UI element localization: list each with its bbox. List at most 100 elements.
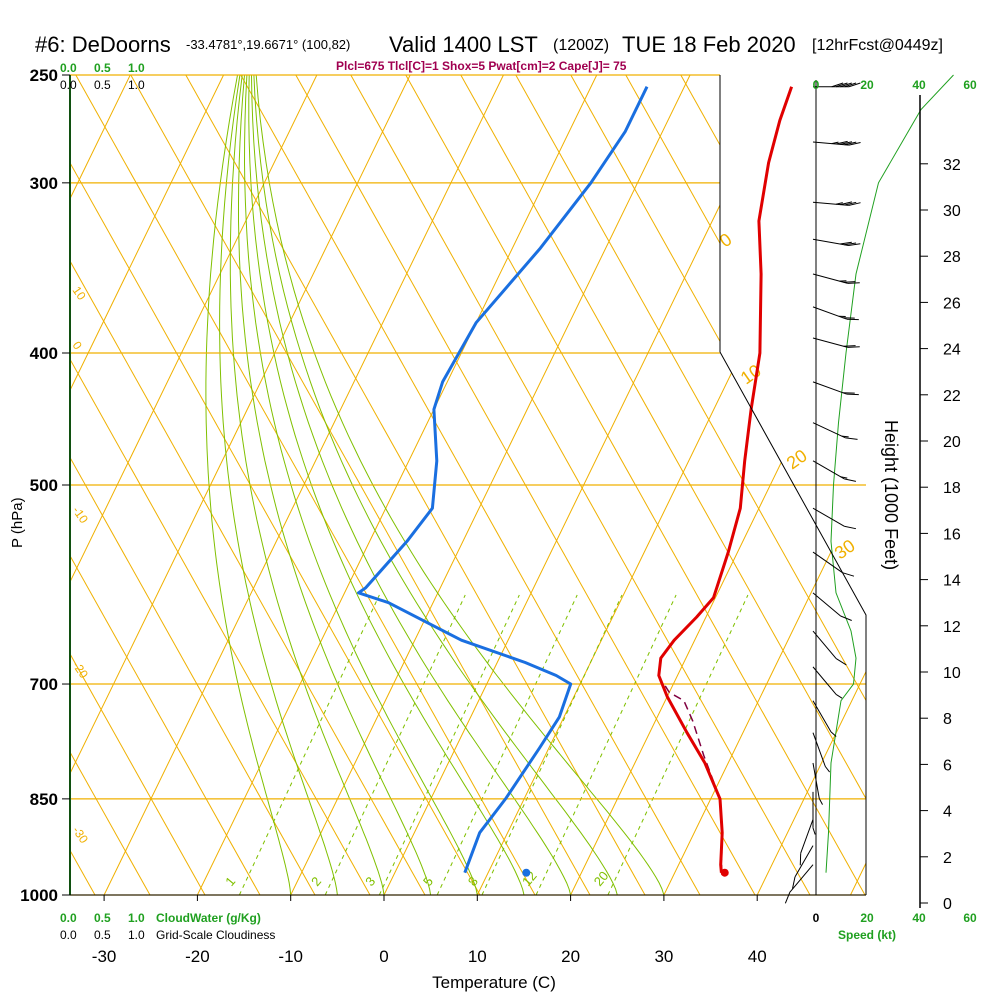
pressure-tick-label: 850: [30, 790, 58, 809]
barb-staff: [812, 732, 826, 767]
mixing-ratio-line: [238, 594, 380, 895]
wind-barb: [812, 732, 831, 773]
barb-flag: [844, 82, 857, 88]
height-tick-label: 4: [943, 804, 952, 821]
wind-region-border: [719, 351, 867, 895]
barb-flag: [835, 694, 843, 699]
height-tick-label: 20: [943, 434, 961, 451]
barb-staff: [812, 422, 846, 439]
mixing-ratio-line: [535, 594, 677, 895]
saturated-adiabat-label: 10: [737, 360, 765, 388]
temperature-tick-label: -20: [185, 947, 210, 966]
cloud-water-scale-bottom: 0.0: [60, 911, 77, 925]
wind-barb: [813, 82, 861, 88]
barb-flag: [840, 82, 852, 88]
speed-axis-label: Speed (kt): [838, 928, 896, 942]
height-tick-label: 14: [943, 573, 961, 590]
cloudiness-scale-top: 1.0: [128, 78, 145, 92]
pressure-tick-label: 700: [30, 675, 58, 694]
cloud-water-scale-top: 0.0: [60, 61, 77, 75]
barb-flag: [841, 435, 849, 438]
speed-tick-label-bottom: 60: [963, 911, 977, 925]
zulu-time: (1200Z): [553, 37, 609, 54]
isotherm-label: -30: [70, 824, 92, 847]
barb-staff: [812, 141, 849, 146]
wind-barb: [812, 422, 858, 440]
isotherm-line: [850, 75, 866, 895]
barb-flag: [844, 478, 857, 482]
wind-barb: [812, 700, 837, 737]
barb-flag: [845, 437, 858, 440]
barb-flag: [831, 141, 839, 145]
saturated-adiabat-line: [253, 75, 618, 895]
cloud-water-label: CloudWater (g/Kg): [156, 911, 261, 925]
height-tick-label: 10: [943, 665, 961, 682]
temperature-tick-label: 20: [561, 947, 580, 966]
barb-staff: [812, 507, 845, 527]
cloudiness-scale-top: 0.5: [94, 78, 111, 92]
mixing-ratio-label: 8: [465, 874, 481, 889]
wind-barb: [812, 507, 857, 530]
dry-adiabat-line: [70, 75, 261, 895]
pressure-tick-label: 250: [30, 66, 58, 85]
surface-temperature-marker: [720, 868, 729, 877]
barb-staff: [812, 381, 847, 395]
mixing-ratio-line: [481, 594, 623, 895]
barb-flag: [840, 476, 848, 479]
barb-staff: [794, 845, 814, 878]
barb-flag: [835, 202, 843, 205]
indices-line: Plcl=675 Tlcl[C]=1 Shox=5 Pwat[cm]=2 Cap…: [336, 59, 627, 73]
height-tick-label: 8: [943, 711, 952, 728]
barb-flag: [848, 141, 861, 146]
isotherm-line: [70, 75, 224, 895]
barb-flag: [848, 202, 861, 206]
wind-barb: [812, 337, 860, 348]
cloud-water-scale-bottom: 1.0: [128, 911, 145, 925]
wind-barb: [812, 592, 852, 621]
barb-flag: [835, 82, 848, 88]
height-tick-label: 22: [943, 388, 961, 405]
height-tick-label: 0: [943, 896, 952, 913]
wind-barb: [812, 273, 860, 284]
barb-staff: [812, 762, 820, 799]
barb-flag: [839, 241, 852, 245]
cloud-water-scale-bottom: 0.5: [94, 911, 111, 925]
barb-flag: [831, 82, 844, 88]
barb-staff: [812, 551, 843, 574]
height-tick-label: 16: [943, 526, 961, 543]
barb-flag: [830, 731, 837, 737]
isotherm-label: -20: [70, 659, 92, 682]
temperature-tick-label: -30: [92, 947, 117, 966]
pressure-axis-label: P (hPa): [9, 497, 26, 548]
isotherm-label: 10: [70, 284, 89, 303]
barb-flag: [812, 827, 816, 835]
wind-barb: [812, 791, 816, 835]
barb-staff: [812, 700, 832, 733]
speed-tick-label-bottom: 0: [813, 911, 820, 925]
barb-staff: [812, 238, 849, 246]
saturated-adiabat-line: [238, 75, 432, 895]
mixing-ratio-line: [324, 594, 466, 895]
saturated-adiabat-line: [229, 75, 385, 895]
cloud-water-scale-top: 1.0: [128, 61, 145, 75]
wind-barb: [812, 381, 859, 396]
barb-flag: [848, 243, 861, 246]
barb-flag: [848, 82, 861, 88]
valid-date: TUE 18 Feb 2020: [622, 32, 796, 57]
barb-staff: [812, 201, 849, 206]
barb-staff: [800, 819, 814, 854]
barb-flag: [843, 281, 856, 283]
dry-adiabat-line: [70, 75, 151, 895]
height-tick-label: 6: [943, 757, 952, 774]
saturated-adiabat-line: [251, 75, 572, 895]
barb-staff: [789, 864, 814, 893]
cloudiness-scale-top: 0.0: [60, 78, 77, 92]
barb-staff: [812, 592, 841, 617]
cloudiness-scale-bottom: 0.5: [94, 928, 111, 942]
saturated-adiabat-line: [219, 75, 338, 895]
isotherm-label: -10: [70, 504, 92, 527]
speed-tick-label-bottom: 40: [912, 911, 926, 925]
